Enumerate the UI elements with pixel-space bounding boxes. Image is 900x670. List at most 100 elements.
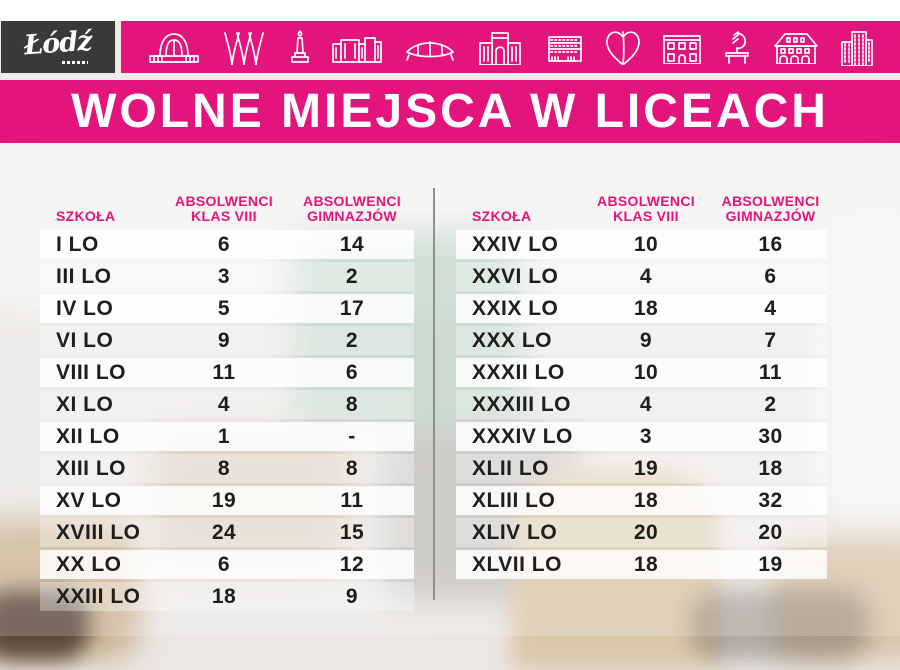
- header-line: KLAS VIII: [191, 208, 257, 225]
- school-name: XX LO: [56, 552, 122, 576]
- gimnazjow-value: 18: [758, 456, 783, 480]
- monument-obelisk-icon: [289, 29, 311, 65]
- klas-viii-value: 8: [217, 456, 231, 480]
- palace-facade-icon: [662, 30, 702, 64]
- table-row: VI LO 9 2: [40, 326, 414, 355]
- table-left: SZKOŁA ABSOLWENCI KLAS VIII ABSOLWENCI GIM…: [40, 172, 414, 614]
- header-gimnazjow: ABSOLWENCI GIMNAZJÓW: [290, 193, 414, 225]
- gimnazjow-value: 7: [764, 328, 777, 352]
- klas-viii-value: 3: [639, 424, 653, 448]
- gimnazjow-value: 11: [340, 488, 364, 512]
- klas-viii-value: 4: [639, 392, 653, 416]
- school-name: XII LO: [56, 424, 120, 448]
- school-name: XXXIII LO: [472, 392, 572, 416]
- klas-viii-value: 1: [217, 424, 231, 448]
- landmark-icon-bar: [121, 21, 900, 73]
- table-rows: XXIV LO 10 16 XXVI LO 4 6 XXIX LO 18 4 XXX LO 9 7 XX…: [456, 230, 827, 579]
- school-name: XLII LO: [472, 456, 549, 480]
- table-header: SZKOŁA ABSOLWENCI KLAS VIII ABSOLWENCI GIM…: [40, 172, 414, 228]
- gimnazjow-value: 2: [764, 392, 777, 416]
- gimnazjow-value: 2: [345, 328, 359, 352]
- table-row: XXXIV LO 3 30: [456, 422, 827, 451]
- header-line: ABSOLWENCI: [721, 192, 820, 209]
- table-row: XLIV LO 20 20: [456, 518, 827, 547]
- gimnazjow-value: 14: [339, 232, 365, 256]
- klas-viii-value: 18: [633, 552, 659, 576]
- title-banner: WOLNE MIEJSCA W LICEACH: [0, 80, 900, 143]
- header-line: GIMNAZJÓW: [307, 208, 397, 225]
- gimnazjow-value: 20: [758, 520, 783, 544]
- klas-viii-value: 9: [217, 328, 231, 352]
- klas-viii-value: 18: [211, 584, 237, 608]
- header-line: ABSOLWENCI: [175, 192, 273, 209]
- school-name: XXXII LO: [472, 360, 565, 384]
- klas-viii-value: 3: [217, 264, 231, 288]
- table-header: SZKOŁA ABSOLWENCI KLAS VIII ABSOLWENCI GIM…: [456, 172, 827, 228]
- gimnazjow-value: 12: [339, 552, 365, 576]
- gimnazjow-value: 32: [758, 488, 783, 512]
- header-klas-viii: ABSOLWENCI KLAS VIII: [158, 192, 290, 225]
- gimnazjow-value: 17: [339, 296, 365, 320]
- school-name: IV LO: [56, 296, 114, 320]
- office-building-icon: [839, 28, 874, 66]
- gimnazjow-value: 8: [345, 392, 359, 416]
- lodz-logo-script: Łódź: [23, 25, 93, 62]
- school-name: VIII LO: [56, 360, 127, 384]
- school-name: XXIX LO: [472, 296, 559, 320]
- table-row: XXIX LO 18 4: [456, 294, 827, 323]
- page-title: WOLNE MIEJSCA W LICEACH: [71, 85, 829, 138]
- railway-station-icon: [148, 30, 200, 64]
- leaf-heart-icon: [605, 28, 641, 66]
- school-name: XV LO: [56, 488, 122, 512]
- klas-viii-value: 10: [633, 360, 659, 384]
- bench-sculpture-icon: [722, 29, 752, 65]
- table-row: XI LO 4 8: [40, 390, 414, 419]
- lodz-city-logo: Łódź: [1, 21, 115, 73]
- gate-building-icon: [476, 29, 524, 65]
- school-name: XXIII LO: [56, 584, 141, 608]
- school-name: XXX LO: [472, 328, 553, 352]
- school-name: XLIV LO: [472, 520, 558, 544]
- school-name: XLVII LO: [472, 552, 562, 576]
- header-gimnazjow: ABSOLWENCI GIMNAZJÓW: [714, 192, 827, 225]
- school-name: XVIII LO: [56, 520, 141, 544]
- gimnazjow-value: 30: [758, 424, 783, 448]
- table-row: XVIII LO 24 15: [40, 518, 414, 547]
- gimnazjow-value: 15: [339, 520, 365, 544]
- school-name: XXVI LO: [472, 264, 559, 288]
- arch-trees-icon: [220, 29, 268, 65]
- klas-viii-value: 18: [633, 488, 659, 512]
- table-row: XIII LO 8 8: [40, 454, 414, 483]
- klas-viii-value: 11: [212, 360, 236, 384]
- school-name: III LO: [56, 264, 112, 288]
- school-name: XIII LO: [56, 456, 127, 480]
- gimnazjow-value: -: [348, 424, 356, 448]
- klas-viii-value: 20: [633, 520, 659, 544]
- table-row: XLIII LO 18 32: [456, 486, 827, 515]
- klas-viii-value: 4: [217, 392, 231, 416]
- klas-viii-value: 24: [211, 520, 237, 544]
- gimnazjow-value: 6: [345, 360, 359, 384]
- header-line: GIMNAZJÓW: [725, 208, 816, 225]
- table-row: I LO 6 14: [40, 230, 414, 259]
- klas-viii-value: 9: [639, 328, 653, 352]
- school-name: XI LO: [56, 392, 114, 416]
- table-row: XLVII LO 18 19: [456, 550, 827, 579]
- gimnazjow-value: 16: [758, 232, 783, 256]
- photo-white-cabinet: [820, 220, 900, 520]
- klas-viii-value: 19: [211, 488, 237, 512]
- top-white-strip: [0, 0, 900, 21]
- klas-viii-value: 4: [639, 264, 653, 288]
- table-row: VIII LO 11 6: [40, 358, 414, 387]
- photo-green-board: [290, 235, 525, 435]
- header-line: ABSOLWENCI: [597, 192, 695, 209]
- table-row: XV LO 19 11: [40, 486, 414, 515]
- klas-viii-value: 6: [217, 552, 231, 576]
- school-name: VI LO: [56, 328, 114, 352]
- gimnazjow-value: 2: [345, 264, 359, 288]
- header-line: KLAS VIII: [613, 208, 679, 225]
- gimnazjow-value: 9: [345, 584, 359, 608]
- school-name: XLIII LO: [472, 488, 556, 512]
- school-name: I LO: [56, 232, 99, 256]
- striped-building-icon: [545, 31, 585, 63]
